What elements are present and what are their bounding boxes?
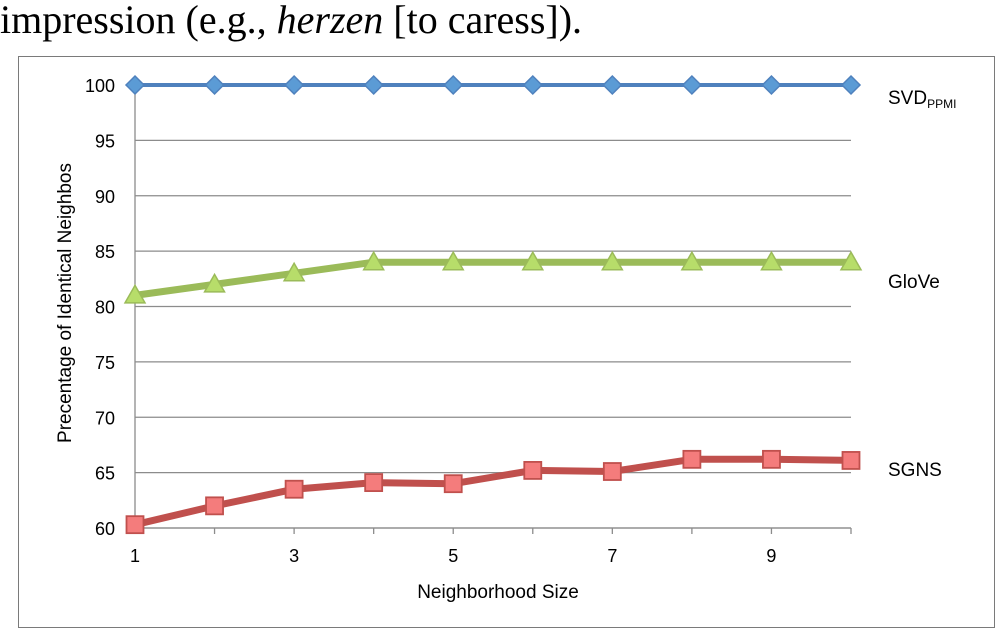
- data-point-diamond: [443, 74, 464, 96]
- data-point-square: [284, 479, 304, 499]
- x-tick-label: 3: [289, 546, 299, 566]
- axes: [134, 85, 852, 534]
- data-point-square: [364, 473, 384, 492]
- data-point-triangle: [601, 250, 624, 271]
- series: [123, 74, 863, 535]
- y-tick-label: 95: [95, 131, 115, 151]
- y-tick-label: 70: [95, 408, 115, 428]
- series-glove: [123, 250, 863, 304]
- data-point-triangle: [203, 272, 226, 293]
- data-point-diamond: [761, 74, 782, 96]
- data-point-diamond: [840, 74, 862, 96]
- data-point-diamond: [363, 74, 384, 96]
- data-point-square: [205, 496, 224, 516]
- y-tick-label: 100: [85, 76, 115, 96]
- x-tick-label: 5: [448, 546, 458, 566]
- series-sgns: [125, 449, 861, 535]
- data-point-square: [125, 515, 145, 535]
- series-label-glove: GloVe: [888, 272, 940, 293]
- caption-before: impression (e.g.,: [0, 0, 277, 42]
- x-tick-label: 9: [766, 546, 776, 566]
- tick-labels: 60 65 70 75 80 85 90 95 100 1 3 5 7 9: [85, 76, 776, 566]
- figure-frame: [18, 56, 995, 628]
- data-point-triangle: [362, 250, 385, 271]
- data-point-triangle: [521, 250, 545, 271]
- y-axis-label: Precentage of Identical Neighbos: [55, 163, 76, 443]
- caption-after: [to caress]).: [383, 0, 583, 42]
- y-tick-label: 75: [95, 353, 115, 373]
- x-tick-label: 7: [607, 546, 617, 566]
- caption-text: impression (e.g., herzen [to caress]).: [0, 0, 582, 44]
- data-point-triangle: [123, 283, 147, 304]
- series-line: [131, 455, 855, 529]
- data-point-square: [443, 474, 463, 494]
- y-tick-label: 90: [95, 187, 115, 207]
- x-tick-label: 1: [130, 546, 140, 566]
- data-point-square: [523, 461, 543, 480]
- data-point-triangle: [441, 250, 465, 271]
- series-svd: [124, 74, 862, 96]
- data-point-diamond: [124, 74, 146, 96]
- y-tick-label: 60: [95, 519, 115, 539]
- data-point-diamond: [522, 74, 543, 96]
- series-label-sgns: SGNS: [888, 460, 942, 481]
- y-tick-label: 85: [95, 242, 115, 262]
- data-point-square: [762, 449, 781, 469]
- data-point-diamond: [602, 74, 623, 96]
- data-point-square: [682, 449, 702, 469]
- series-line: [131, 258, 855, 299]
- caption-emphasis: herzen: [276, 0, 384, 42]
- data-point-diamond: [204, 74, 225, 96]
- y-tick-label: 80: [95, 298, 115, 318]
- x-axis-label: Neighborhood Size: [417, 582, 579, 603]
- series-labels: SVDPPMI GloVe SGNS: [888, 88, 956, 481]
- data-point-square: [602, 462, 622, 481]
- series-label-svd: SVDPPMI: [888, 88, 956, 111]
- data-point-triangle: [760, 250, 783, 271]
- data-point-diamond: [681, 74, 702, 96]
- data-point-triangle: [282, 261, 306, 282]
- data-point-square: [841, 451, 861, 470]
- data-point-diamond: [284, 74, 305, 96]
- data-point-triangle: [839, 250, 863, 271]
- data-point-triangle: [680, 250, 704, 271]
- y-tick-label: 65: [95, 464, 115, 484]
